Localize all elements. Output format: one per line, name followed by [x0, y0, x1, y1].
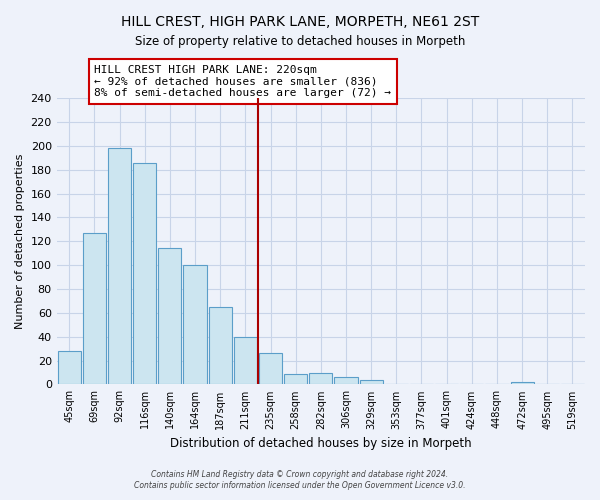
Bar — [234, 336, 257, 384]
Bar — [511, 382, 533, 384]
Text: Size of property relative to detached houses in Morpeth: Size of property relative to detached ho… — [135, 35, 465, 48]
Bar — [259, 354, 282, 384]
Bar — [284, 374, 307, 384]
Bar — [108, 148, 131, 384]
Bar — [209, 307, 232, 384]
Text: HILL CREST HIGH PARK LANE: 220sqm
← 92% of detached houses are smaller (836)
8% : HILL CREST HIGH PARK LANE: 220sqm ← 92% … — [94, 65, 391, 98]
Bar — [184, 265, 206, 384]
Bar — [309, 372, 332, 384]
Text: HILL CREST, HIGH PARK LANE, MORPETH, NE61 2ST: HILL CREST, HIGH PARK LANE, MORPETH, NE6… — [121, 15, 479, 29]
Text: Contains HM Land Registry data © Crown copyright and database right 2024.
Contai: Contains HM Land Registry data © Crown c… — [134, 470, 466, 490]
Bar — [158, 248, 181, 384]
X-axis label: Distribution of detached houses by size in Morpeth: Distribution of detached houses by size … — [170, 437, 472, 450]
Bar — [58, 351, 81, 384]
Bar — [359, 380, 383, 384]
Bar — [334, 378, 358, 384]
Bar — [133, 162, 156, 384]
Bar — [83, 233, 106, 384]
Y-axis label: Number of detached properties: Number of detached properties — [15, 154, 25, 329]
